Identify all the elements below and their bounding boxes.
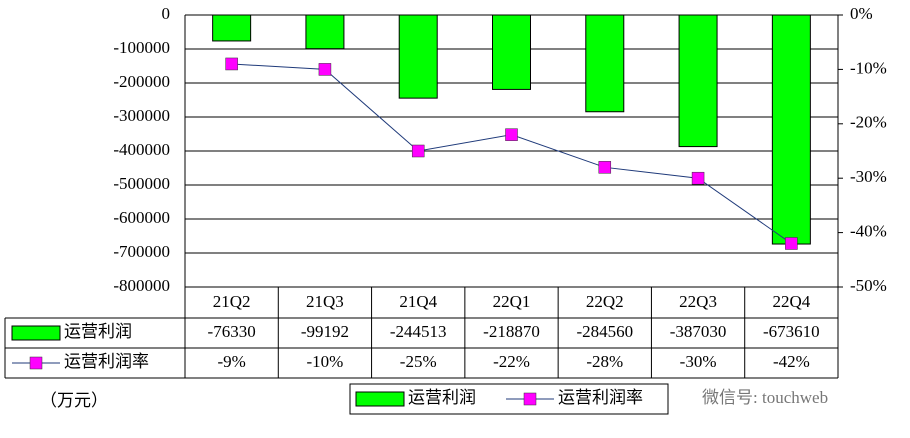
x-tick-label: 21Q4 (399, 292, 437, 311)
watermark: 微信号: touchweb (702, 388, 828, 407)
x-tick-label: 22Q2 (586, 292, 624, 311)
y-tick-label: -200000 (113, 72, 170, 91)
bar (212, 14, 252, 42)
x-tick-label: 22Q3 (679, 292, 717, 311)
table-cell: -30% (680, 352, 717, 371)
table-cell: -99192 (301, 322, 349, 341)
table-cell: -25% (400, 352, 437, 371)
y2-tick-label: -50% (850, 276, 887, 295)
table-cell: -218870 (483, 322, 540, 341)
y2-tick-label: -40% (850, 222, 887, 241)
table-cell: -284560 (576, 322, 633, 341)
y-tick-label: -100000 (113, 38, 170, 57)
table-cell: -673610 (763, 322, 820, 341)
legend-swatch (355, 391, 405, 407)
bar (305, 14, 345, 50)
table-cell: -10% (307, 352, 344, 371)
y-tick-label: -700000 (113, 242, 170, 261)
marker (225, 57, 238, 71)
x-tick-label: 21Q2 (213, 292, 251, 311)
x-tick-label: 21Q3 (306, 292, 344, 311)
marker (598, 161, 612, 174)
y2-tick-label: 0% (850, 4, 873, 23)
bar (398, 14, 438, 99)
legend-marker (523, 392, 537, 406)
bar (771, 14, 811, 245)
x-tick-label: 22Q4 (772, 292, 810, 311)
marker (691, 171, 705, 185)
y-tick-label: -500000 (113, 174, 170, 193)
table-row-header: 运营利润率 (64, 352, 149, 371)
y2-tick-label: -10% (850, 58, 887, 77)
table-cell: -28% (586, 352, 623, 371)
marker (411, 144, 425, 158)
table-row-header: 运营利润 (64, 322, 132, 341)
legend-swatch (11, 325, 61, 341)
marker (785, 237, 798, 250)
x-tick-label: 22Q1 (493, 292, 531, 311)
marker (318, 63, 332, 76)
unit-label: （万元） (40, 391, 108, 410)
legend-box (349, 383, 669, 415)
table-cell: -244513 (390, 322, 447, 341)
table-cell: -42% (773, 352, 810, 371)
legend-marker (29, 356, 43, 370)
legend-label: 运营利润率 (558, 388, 643, 407)
y2-tick-label: -30% (850, 167, 887, 186)
legend-label: 运营利润 (408, 388, 476, 407)
marker (505, 128, 518, 141)
y-tick-label: -600000 (113, 208, 170, 227)
table-cell: -387030 (670, 322, 727, 341)
y-tick-label: 0 (162, 4, 171, 23)
bar (585, 14, 625, 113)
y-tick-label: -300000 (113, 106, 170, 125)
table-cell: -22% (493, 352, 530, 371)
table-cell: -9% (217, 352, 245, 371)
table-cell: -76330 (208, 322, 256, 341)
bar (678, 14, 718, 148)
y-tick-label: -800000 (113, 276, 170, 295)
bar (492, 14, 531, 90)
y2-tick-label: -20% (850, 113, 887, 132)
y-tick-label: -400000 (113, 140, 170, 159)
